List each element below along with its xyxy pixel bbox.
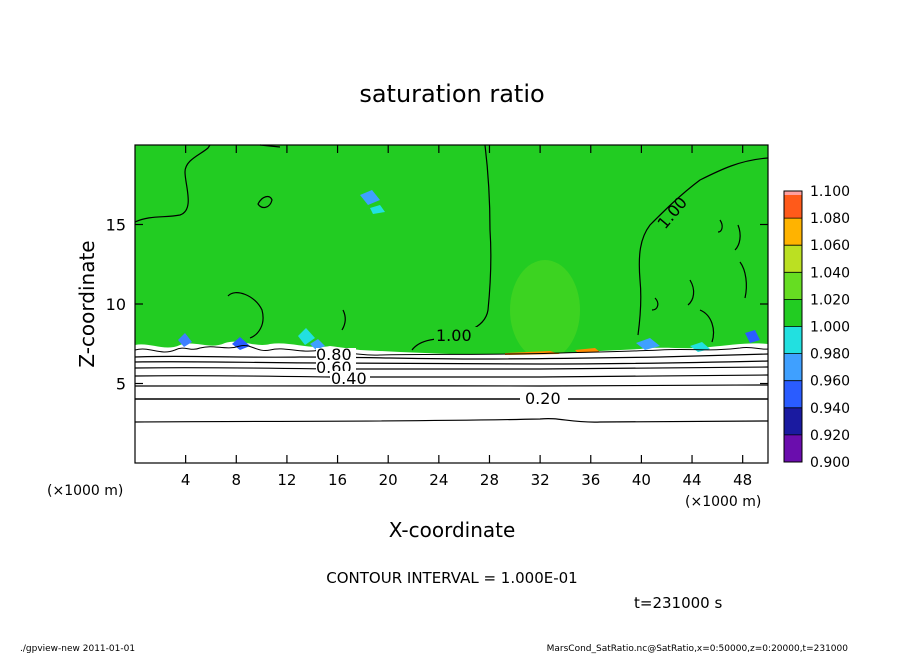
colorbar-segment: [784, 380, 802, 408]
colorbar-segment: [784, 245, 802, 273]
x-tick-label: 36: [581, 471, 600, 489]
y-tick-label: 15: [106, 216, 126, 235]
contour-lines: [134, 344, 769, 423]
x-tick-label: 44: [682, 471, 701, 489]
colorbar-segment: [784, 299, 802, 327]
colorbar-label: 1.100: [810, 184, 850, 200]
contour-label: 0.80: [316, 345, 352, 364]
x-axis-unit: (×1000 m): [685, 494, 761, 510]
x-tick-label: 48: [733, 471, 752, 489]
y-tick-label: 5: [116, 375, 126, 394]
x-tick-label: 32: [531, 471, 550, 489]
colorbar-label: 1.080: [810, 211, 850, 227]
contour-0-60: [134, 366, 769, 370]
colorbar-segment: [784, 407, 802, 435]
y-tick-label: 10: [106, 295, 126, 314]
y-axis: 5 10 15: [106, 216, 768, 394]
colorbar-label: 0.900: [810, 455, 850, 471]
footer-left: ./gpview-new 2011-01-01: [20, 644, 135, 654]
contour-label: 0.20: [525, 389, 561, 408]
x-tick-label: 40: [632, 471, 651, 489]
colorbar-label: 1.060: [810, 238, 850, 254]
x-tick-label: 4: [181, 471, 191, 489]
stable-layer: [135, 341, 768, 463]
colorbar-segment: [784, 272, 802, 300]
x-tick-label: 20: [379, 471, 398, 489]
colorbar-label: 1.000: [810, 320, 850, 336]
colorbar-label: 1.040: [810, 265, 850, 281]
time-label: t=231000 s: [634, 594, 722, 612]
contour-0-40: [134, 374, 769, 378]
colorbar-label: 1.020: [810, 292, 850, 308]
contour-interval-text: CONTOUR INTERVAL = 1.000E-01: [326, 569, 577, 587]
colorbar-segment: [784, 353, 802, 381]
contour-label: 1.00: [436, 326, 472, 345]
field-brighter-region: [510, 260, 580, 360]
x-tick-label: 12: [277, 471, 296, 489]
contour-0-30: [134, 384, 769, 387]
y-axis-label: Z-coordinate: [75, 240, 99, 367]
colorbar-segment: [784, 434, 802, 462]
chart-title: saturation ratio: [359, 80, 544, 108]
colorbar-label: 0.960: [810, 374, 850, 390]
x-axis-label: X-coordinate: [389, 518, 516, 542]
colorbar-segment: [784, 218, 802, 246]
colorbar-segment: [784, 326, 802, 354]
x-tick-label: 8: [232, 471, 242, 489]
contour-0-80: [134, 360, 769, 365]
x-tick-label: 24: [429, 471, 448, 489]
contour-0-90: [134, 353, 769, 360]
plot-area: 1.00 1.00 0.80 0.60 0.40 0.20: [134, 144, 769, 464]
colorbar-label: 0.980: [810, 347, 850, 363]
colorbar: 0.900 0.920 0.940 0.960 0.980 1.000 1.020 1.040…: [783, 184, 850, 471]
contour-0-10: [134, 417, 769, 423]
x-axis: 4 8 12 16 20 24 28 32 36 40 44 48: [181, 145, 752, 489]
colorbar-segment: [784, 191, 802, 219]
colorbar-cap: [784, 191, 802, 195]
footer-right: MarsCond_SatRatio.nc@SatRatio,x=0:50000,…: [547, 644, 849, 654]
x-tick-label: 16: [328, 471, 347, 489]
colorbar-label: 0.920: [810, 428, 850, 444]
colorbar-label: 0.940: [810, 401, 850, 417]
y-axis-unit: (×1000 m): [47, 483, 123, 499]
contour-label: 0.40: [331, 369, 367, 388]
x-tick-label: 28: [480, 471, 499, 489]
